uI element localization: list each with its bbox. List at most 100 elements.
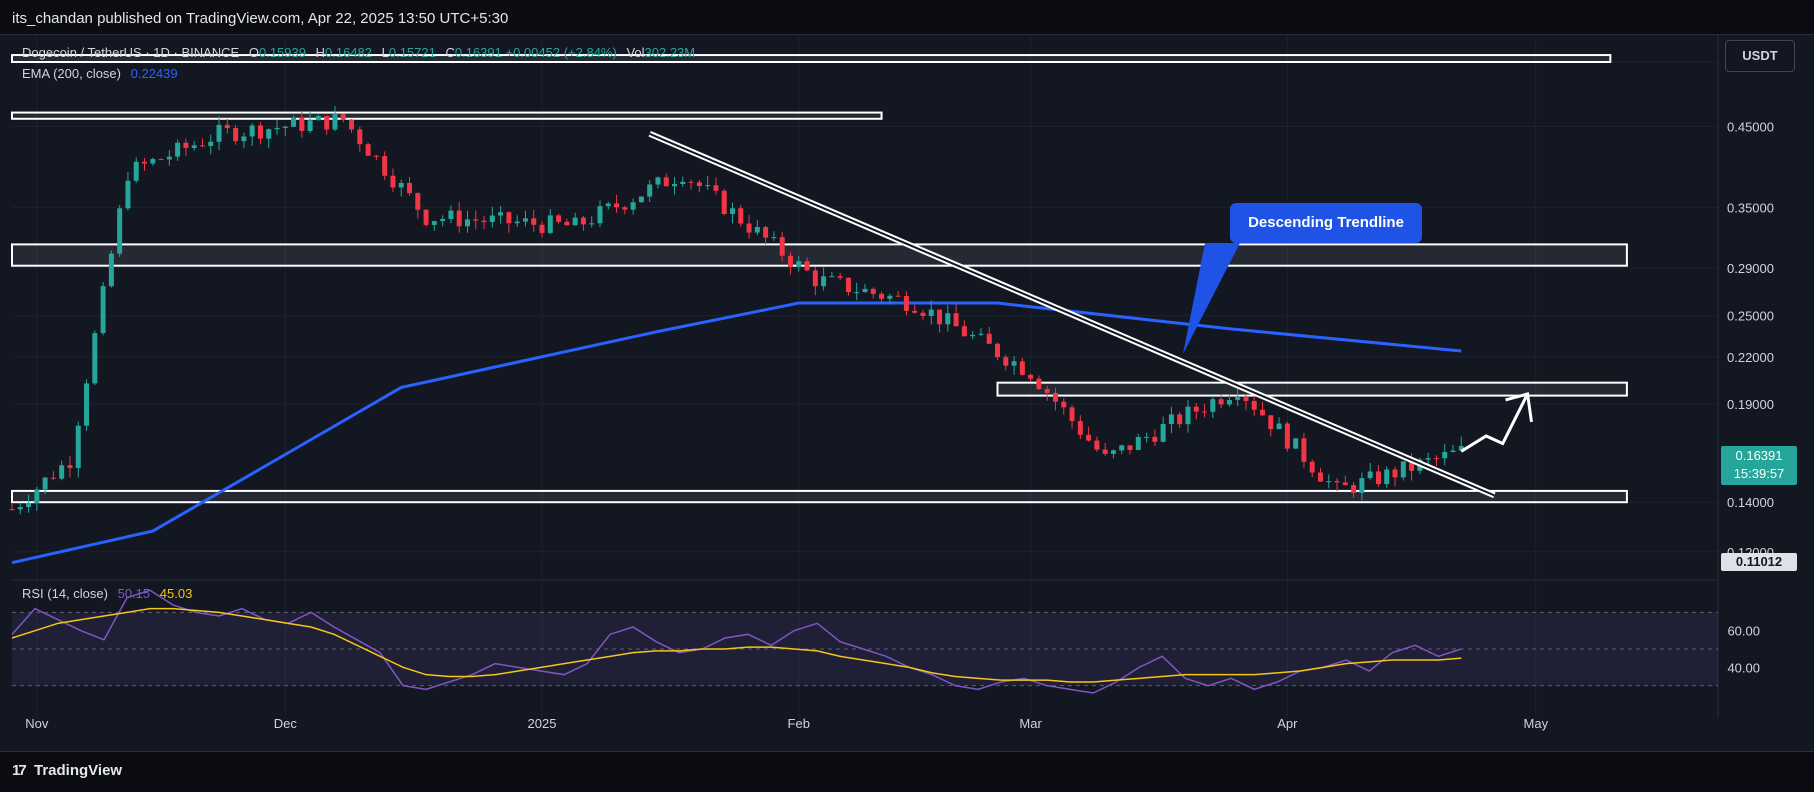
currency-button[interactable]: USDT	[1725, 40, 1795, 72]
candle-down	[1061, 401, 1067, 408]
candle-down	[382, 156, 388, 176]
ema-200-line	[11, 301, 1462, 565]
candle-down	[1433, 458, 1439, 460]
candle-up	[464, 219, 470, 227]
candle-down	[1243, 397, 1249, 401]
candle-down	[473, 219, 479, 221]
candle-down	[995, 343, 1001, 358]
candle-down	[365, 144, 371, 156]
time-tick-label: Dec	[274, 716, 298, 731]
candle-down	[1284, 423, 1290, 449]
trendline-inner	[649, 132, 1495, 497]
candle-down	[539, 224, 545, 233]
candle-up	[208, 141, 214, 146]
candle-up	[1326, 481, 1332, 483]
rsi-tick-label: 40.00	[1727, 660, 1760, 675]
candle-up	[655, 177, 661, 185]
candle-down	[986, 333, 992, 344]
candle-up	[315, 116, 321, 121]
candle-down	[415, 193, 421, 210]
time-tick-label: Nov	[25, 716, 49, 731]
candle-down	[407, 182, 413, 194]
candle-up	[291, 117, 297, 127]
candle-up	[672, 184, 678, 187]
rsi-ma-value: 45.03	[159, 586, 193, 601]
candle-up	[117, 208, 123, 254]
rsi-pane	[11, 589, 1718, 694]
candle-down	[1392, 469, 1398, 478]
candle-down	[1177, 414, 1183, 425]
candle-down	[812, 270, 818, 287]
candle-up	[1168, 414, 1174, 424]
candle-up	[647, 184, 653, 197]
price-tick-label: 0.25000	[1727, 309, 1774, 324]
candle-down	[961, 326, 967, 337]
candle-up	[945, 313, 951, 325]
candle-down	[9, 509, 15, 511]
ema-legend[interactable]: EMA (200, close) 0.22439	[22, 66, 178, 81]
symbol-legend: Dogecoin / TetherUS · 1D · BINANCE O0.15…	[22, 45, 695, 60]
chart-canvas[interactable]: 0.550000.450000.350000.290000.250000.220…	[0, 34, 1814, 750]
candle-up	[166, 156, 172, 160]
projection-path	[1460, 393, 1529, 453]
chart-frame[interactable]	[0, 34, 1814, 752]
candle-up	[1135, 436, 1141, 450]
candle-up	[92, 333, 98, 384]
candle-down	[1077, 421, 1083, 435]
candle-up	[1400, 461, 1406, 478]
candle-down	[257, 125, 263, 139]
ema-label: EMA (200, close)	[22, 66, 121, 81]
candle-up	[597, 206, 603, 224]
candle-down	[763, 227, 769, 238]
candle-down	[879, 293, 885, 299]
rsi-legend[interactable]: RSI (14, close) 50.15 45.03	[22, 586, 192, 601]
candle-up	[498, 212, 504, 216]
candle-down	[1375, 471, 1381, 485]
candle-down	[531, 218, 537, 225]
candle-down	[506, 212, 512, 224]
candle-down	[903, 295, 909, 311]
price-axis: 0.550000.450000.350000.290000.250000.220…	[1727, 55, 1774, 675]
price-tick-label: 0.35000	[1727, 200, 1774, 215]
rsi-ma-line	[11, 607, 1462, 683]
candle-down	[199, 145, 205, 147]
candle-down	[870, 288, 876, 294]
candle-up	[854, 292, 860, 294]
symbol-title: Dogecoin / TetherUS · 1D · BINANCE	[22, 45, 240, 60]
candle-down	[456, 210, 462, 227]
candle-down	[1003, 357, 1009, 366]
candle-up	[100, 286, 106, 334]
candle-down	[895, 295, 901, 297]
price-tick-label: 0.45000	[1727, 120, 1774, 135]
rsi-value: 50.15	[117, 586, 151, 601]
tradingview-logo[interactable]: 17 TradingView	[12, 762, 122, 779]
candle-up	[34, 489, 40, 504]
candle-up	[514, 221, 520, 224]
time-tick-label: Apr	[1277, 716, 1298, 731]
trendline-callout[interactable]: Descending Trendline	[1230, 203, 1422, 243]
last-price-value: 0.16391	[1735, 448, 1783, 463]
candle-up	[978, 333, 984, 335]
tradingview-logo-text: TradingView	[34, 762, 123, 779]
candle-down	[1301, 438, 1307, 462]
candle-up	[771, 237, 777, 239]
candle-down	[845, 277, 851, 293]
support-resistance-zone	[11, 54, 1612, 63]
candle-down	[158, 159, 164, 161]
candle-down	[779, 237, 785, 256]
candle-up	[307, 120, 313, 131]
candle-down	[1052, 392, 1058, 402]
candle-down	[1019, 361, 1025, 375]
candle-down	[1251, 400, 1257, 410]
candle-up	[705, 185, 711, 187]
candle-up	[589, 223, 595, 225]
high-value: 0.16482	[325, 45, 372, 60]
candle-up	[26, 503, 32, 508]
candle-down	[713, 185, 719, 191]
candle-up	[1293, 438, 1299, 449]
candle-up	[572, 217, 578, 226]
bar-countdown: 15:39:57	[1733, 466, 1785, 481]
time-tick-label: 2025	[528, 716, 557, 731]
candle-up	[754, 227, 760, 233]
ema-line	[11, 301, 1462, 565]
